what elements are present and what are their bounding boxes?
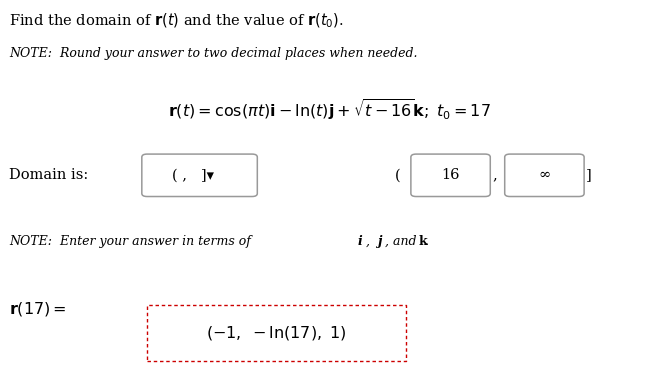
- Text: ]: ]: [585, 168, 591, 182]
- Text: $(-1, \ -\ln(17), \ 1)$: $(-1, \ -\ln(17), \ 1)$: [206, 324, 347, 342]
- Text: i: i: [358, 234, 362, 248]
- Text: $\mathbf{r}(t) = \cos(\pi t)\mathbf{i} - \ln(t)\mathbf{j} + \sqrt{t - 16}\mathbf: $\mathbf{r}(t) = \cos(\pi t)\mathbf{i} -…: [168, 97, 491, 122]
- FancyBboxPatch shape: [411, 154, 490, 196]
- Text: ,: ,: [366, 234, 373, 248]
- Text: (: (: [395, 168, 401, 182]
- Text: ( ,   ]▾: ( , ]▾: [172, 168, 214, 182]
- FancyBboxPatch shape: [505, 154, 584, 196]
- Text: Find the domain of $\mathbf{r}(t)$ and the value of $\mathbf{r}(t_0)$.: Find the domain of $\mathbf{r}(t)$ and t…: [9, 12, 344, 30]
- Text: 16: 16: [442, 168, 460, 182]
- Text: ,: ,: [493, 168, 498, 182]
- Text: j: j: [377, 234, 382, 248]
- Text: NOTE:  Round your answer to two decimal places when needed.: NOTE: Round your answer to two decimal p…: [9, 47, 418, 60]
- Text: Domain is:: Domain is:: [9, 168, 88, 182]
- Text: k: k: [418, 234, 427, 248]
- Text: .: .: [424, 234, 428, 248]
- Text: ∞: ∞: [538, 168, 550, 182]
- Text: , and: , and: [386, 234, 421, 248]
- FancyBboxPatch shape: [142, 154, 257, 196]
- Text: NOTE:  Enter your answer in terms of: NOTE: Enter your answer in terms of: [9, 234, 255, 248]
- Text: $\mathbf{r}(17) =$: $\mathbf{r}(17) =$: [9, 300, 67, 318]
